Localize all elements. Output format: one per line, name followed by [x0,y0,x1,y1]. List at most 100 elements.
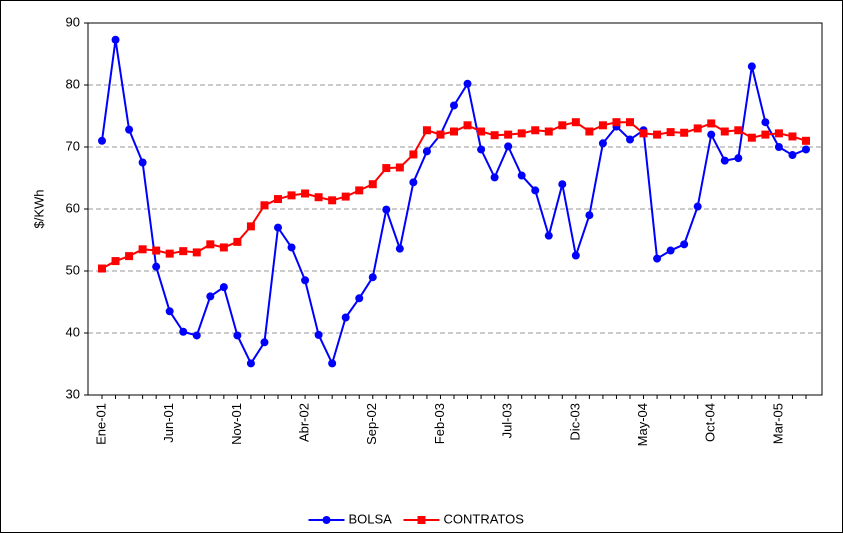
point [368,180,377,189]
point [341,192,350,201]
point [98,136,106,145]
x-tick-label: Feb-03 [432,403,447,444]
point [653,254,662,263]
point [206,292,215,301]
legend-marker [322,516,331,524]
point [612,118,621,127]
x-tick-label: Oct-04 [703,403,718,442]
point [585,211,594,220]
point [598,121,607,130]
point [639,129,648,138]
point [233,237,242,246]
point [219,243,228,252]
legend-label: BOLSA [349,511,393,526]
point [422,147,431,156]
point [436,130,445,139]
point [125,252,134,261]
point [450,101,458,110]
point [693,124,702,133]
point [395,244,404,253]
point [395,163,404,172]
y-tick-label: 90 [66,14,80,29]
point [246,359,255,368]
point [802,136,810,145]
point [409,150,418,159]
point [477,127,486,136]
y-tick-label: 70 [66,138,80,153]
point [233,331,242,340]
point [720,156,729,165]
point [571,118,580,127]
point [260,201,269,210]
y-tick-label: 40 [66,324,80,339]
point [544,127,553,136]
y-axis-label: $/KWh [31,189,46,228]
point [558,121,567,130]
point [138,245,147,254]
point [707,119,716,128]
point [734,126,743,135]
point [490,173,499,182]
point [274,223,282,232]
point [761,118,770,127]
point [287,191,296,200]
point [517,129,526,138]
y-tick-label: 60 [66,200,80,215]
y-tick-label: 30 [66,386,80,401]
point [355,294,364,303]
point [450,127,458,136]
x-tick-label: Mar-05 [770,403,785,444]
point [179,247,188,256]
point [666,128,675,137]
point [260,338,269,347]
point [246,222,255,231]
point [165,307,174,316]
point [504,130,513,139]
y-tick-label: 80 [66,76,80,91]
x-tick-label: Jul-03 [500,403,515,438]
point [720,127,729,136]
x-tick-label: Dic-03 [567,403,582,441]
point [531,186,540,195]
point [328,359,337,368]
point [111,257,120,266]
point [301,276,310,285]
point [314,193,323,202]
point [680,240,689,249]
point [490,131,499,140]
point [382,205,391,214]
point [165,249,174,258]
point [747,133,756,142]
point [125,125,134,134]
point [274,195,282,204]
point [693,202,702,211]
point [111,35,120,44]
point [192,331,201,340]
point [138,158,147,167]
point [788,151,797,160]
x-tick-label: Jun-01 [161,403,176,443]
point [680,128,689,137]
point [707,130,716,139]
point [409,178,418,187]
point [653,130,662,139]
point [463,121,472,130]
point [477,145,486,154]
x-tick-label: May-04 [635,403,650,446]
plot-area [87,22,823,396]
point [598,139,607,148]
point [382,164,391,173]
point [179,327,188,336]
x-tick-label: Abr-02 [297,403,312,442]
point [734,154,743,163]
point [517,171,526,180]
point [152,246,161,255]
point [368,273,377,282]
point [788,132,797,141]
x-tick-label: Nov-01 [229,403,244,445]
point [152,262,161,271]
point [287,243,296,252]
